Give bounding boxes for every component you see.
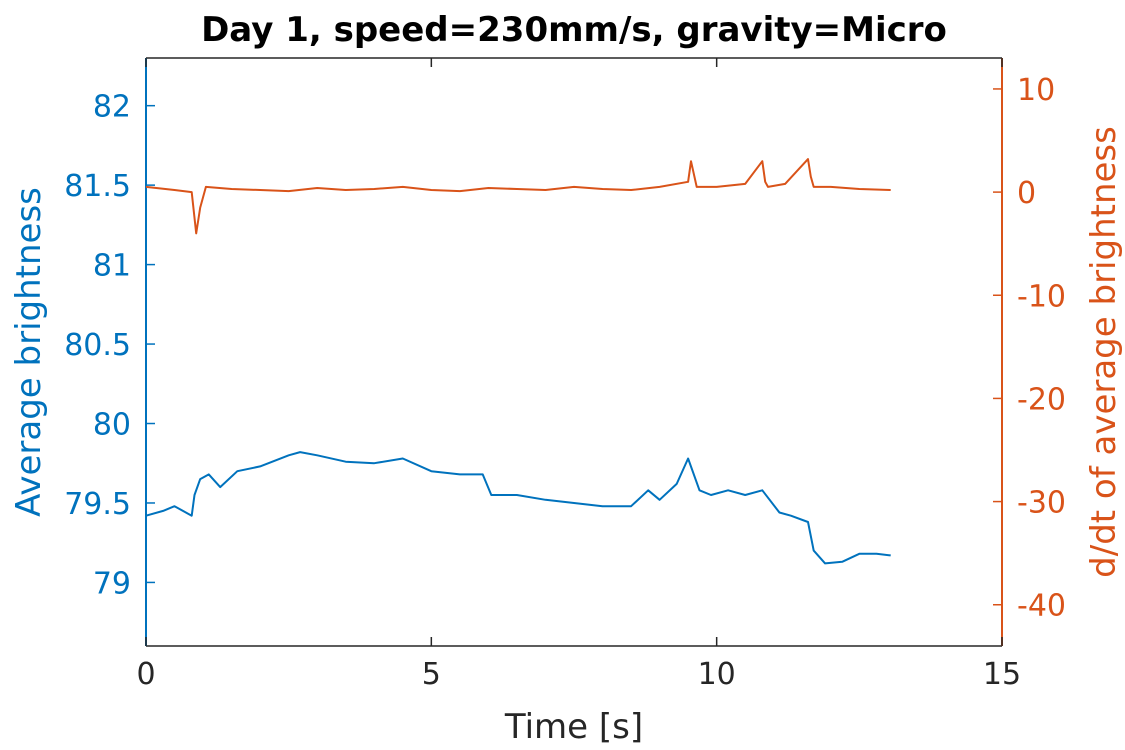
series-average-brightness <box>145 451 891 565</box>
x-tick-label: 10 <box>698 657 736 692</box>
right-y-tick-label: -20 <box>1017 382 1066 417</box>
left-y-tick-label: 79 <box>93 566 131 601</box>
left-y-tick-label: 80.5 <box>64 328 131 363</box>
x-axis-label: Time [s] <box>504 707 643 747</box>
right-y-tick-label: -40 <box>1017 589 1066 624</box>
x-tick-label: 5 <box>422 657 441 692</box>
left-y-axis-label: Average brightness <box>9 187 49 517</box>
chart-title: Day 1, speed=230mm/s, gravity=Micro <box>201 10 947 50</box>
x-tick-label: 15 <box>983 657 1021 692</box>
right-y-tick-label: 0 <box>1017 176 1036 211</box>
left-y-tick-label: 80 <box>93 408 131 443</box>
plot-box <box>145 57 1003 647</box>
left-y-tick-label: 82 <box>93 90 131 125</box>
right-y-tick-label: 10 <box>1017 73 1055 108</box>
right-y-axis-label: d/dt of average brightness <box>1084 126 1124 578</box>
series-derivative-brightness <box>145 158 891 235</box>
x-tick-label: 0 <box>136 657 155 692</box>
right-y-tick-label: -30 <box>1017 486 1066 521</box>
right-y-tick-label: -10 <box>1017 279 1066 314</box>
left-y-tick-label: 81 <box>93 249 131 284</box>
left-y-tick-label: 79.5 <box>64 487 131 522</box>
left-y-tick-label: 81.5 <box>64 169 131 204</box>
axis-ticks: 0 5 10 15 79 79.5 80 80.5 81 81.5 82 -40 -30 -20 -10 0 1… <box>64 58 1066 692</box>
